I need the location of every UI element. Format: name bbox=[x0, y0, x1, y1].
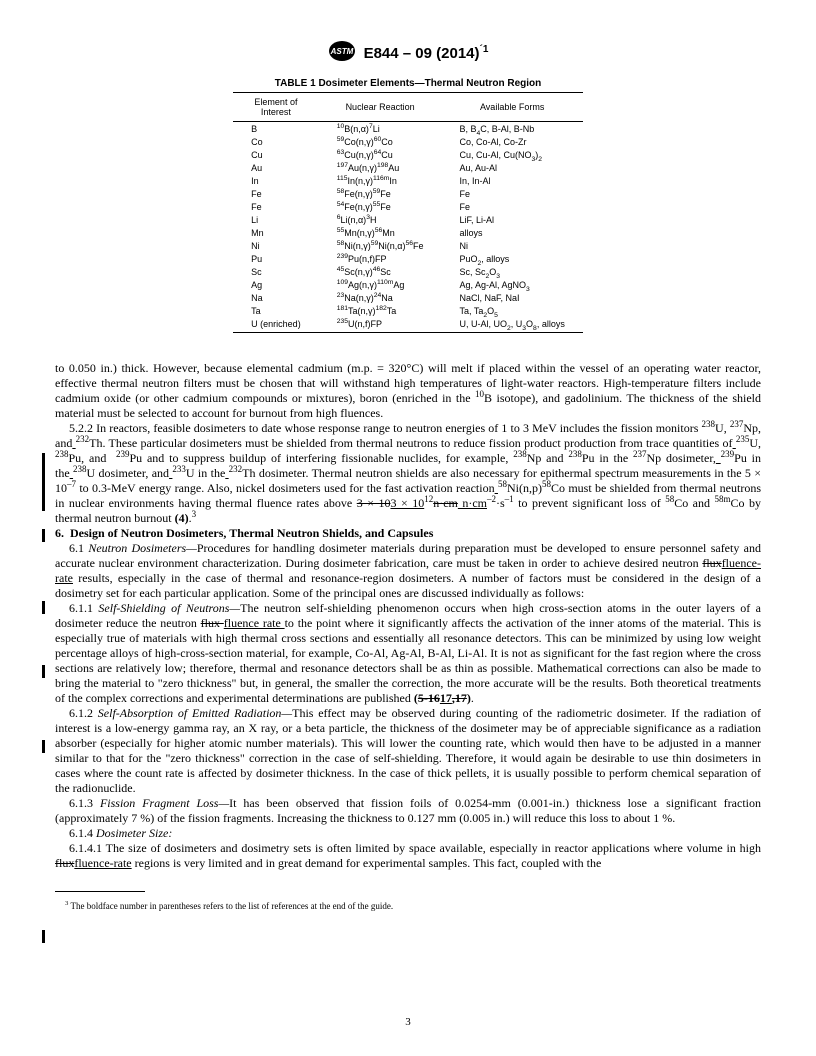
table-row: Pu239Pu(n,f)FPPuO2, alloys bbox=[233, 252, 583, 265]
change-bar bbox=[42, 453, 45, 511]
table-cell: 239Pu(n,f)FP bbox=[319, 252, 442, 265]
para-6-1-1: 6.1.1 Self-Shielding of Neutrons—The neu… bbox=[55, 601, 761, 706]
section-6-title: 6. Design of Neutron Dosimeters, Thermal… bbox=[55, 526, 761, 541]
change-bar bbox=[42, 665, 45, 678]
para-6-1-4: 6.1.4 Dosimeter Size: bbox=[55, 826, 761, 841]
table-cell: Fe bbox=[233, 200, 319, 213]
footnote-separator bbox=[55, 891, 145, 892]
table-row: Ta181Ta(n,γ)182TaTa, Ta2O5 bbox=[233, 304, 583, 317]
table-cell: Fe bbox=[441, 187, 582, 200]
table-row: In115In(n,γ)116mInIn, In-Al bbox=[233, 174, 583, 187]
table-row: B10B(n,α)7LiB, B4C, B-Al, B-Nb bbox=[233, 122, 583, 136]
table-cell: 58Ni(n,γ)59Ni(n,α)56Fe bbox=[319, 239, 442, 252]
table-cell: Pu bbox=[233, 252, 319, 265]
elements-table: Element ofInterestNuclear ReactionAvaila… bbox=[233, 92, 583, 333]
table-row: Au197Au(n,γ)198AuAu, Au-Al bbox=[233, 161, 583, 174]
table-row: Na23Na(n,γ)24NaNaCl, NaF, NaI bbox=[233, 291, 583, 304]
change-bar bbox=[42, 930, 45, 943]
table-cell: 197Au(n,γ)198Au bbox=[319, 161, 442, 174]
table-cell: Au bbox=[233, 161, 319, 174]
table-cell: NaCl, NaF, NaI bbox=[441, 291, 582, 304]
table-cell: PuO2, alloys bbox=[441, 252, 582, 265]
doc-header: ASTM E844 – 09 (2014)´1 bbox=[55, 40, 761, 66]
table-title: TABLE 1 Dosimeter Elements—Thermal Neutr… bbox=[55, 78, 761, 89]
table-row: Li6Li(n,α)3HLiF, Li-Al bbox=[233, 213, 583, 226]
table-cell: Fe bbox=[233, 187, 319, 200]
para-6-1-3: 6.1.3 Fission Fragment Loss—It has been … bbox=[55, 796, 761, 826]
para-6-1: 6.1 Neutron Dosimeters—Procedures for ha… bbox=[55, 541, 761, 601]
table-cell: 181Ta(n,γ)182Ta bbox=[319, 304, 442, 317]
table-cell: 109Ag(n,γ)110mAg bbox=[319, 278, 442, 291]
table-cell: 58Fe(n,γ)59Fe bbox=[319, 187, 442, 200]
table-row: Mn55Mn(n,γ)56Mnalloys bbox=[233, 226, 583, 239]
table-row: Co59Co(n,γ)60CoCo, Co-Al, Co-Zr bbox=[233, 135, 583, 148]
doc-number: E844 – 09 (2014)´1 bbox=[364, 45, 489, 62]
astm-logo-icon: ASTM bbox=[328, 40, 356, 66]
table-cell: U, U-Al, UO2, U3O8, alloys bbox=[441, 317, 582, 332]
table-cell: 59Co(n,γ)60Co bbox=[319, 135, 442, 148]
body-text: to 0.050 in.) thick. However, because el… bbox=[55, 361, 761, 871]
table-header: Element ofInterest bbox=[233, 93, 319, 122]
change-bar bbox=[42, 601, 45, 614]
table-cell: 235U(n,f)FP bbox=[319, 317, 442, 332]
table-header: Available Forms bbox=[441, 93, 582, 122]
para-5-2-2: 5.2.2 In reactors, feasible dosimeters t… bbox=[55, 421, 761, 526]
table-row: Sc45Sc(n,γ)46ScSc, Sc2O3 bbox=[233, 265, 583, 278]
table-cell: U (enriched) bbox=[233, 317, 319, 332]
change-bar bbox=[42, 740, 45, 753]
svg-text:ASTM: ASTM bbox=[329, 47, 353, 56]
table-cell: Sc, Sc2O3 bbox=[441, 265, 582, 278]
table-cell: Sc bbox=[233, 265, 319, 278]
change-bar bbox=[42, 529, 45, 542]
table-row: Fe58Fe(n,γ)59FeFe bbox=[233, 187, 583, 200]
table-cell: LiF, Li-Al bbox=[441, 213, 582, 226]
table-header: Nuclear Reaction bbox=[319, 93, 442, 122]
para-5-2-1-cont: to 0.050 in.) thick. However, because el… bbox=[55, 361, 761, 421]
table-row: Ag109Ag(n,γ)110mAgAg, Ag-Al, AgNO3 bbox=[233, 278, 583, 291]
table-row: Cu63Cu(n,γ)64CuCu, Cu-Al, Cu(NO3)2 bbox=[233, 148, 583, 161]
table-cell: Cu bbox=[233, 148, 319, 161]
para-6-1-2: 6.1.2 Self-Absorption of Emitted Radiati… bbox=[55, 706, 761, 796]
table-cell: 54Fe(n,γ)55Fe bbox=[319, 200, 442, 213]
para-6-1-4-1: 6.1.4.1 The size of dosimeters and dosim… bbox=[55, 841, 761, 871]
table-cell: 45Sc(n,γ)46Sc bbox=[319, 265, 442, 278]
table-cell: Na bbox=[233, 291, 319, 304]
table-cell: Fe bbox=[441, 200, 582, 213]
table-cell: In, In-Al bbox=[441, 174, 582, 187]
table-cell: Ta, Ta2O5 bbox=[441, 304, 582, 317]
table-cell: 115In(n,γ)116mIn bbox=[319, 174, 442, 187]
table-cell: Mn bbox=[233, 226, 319, 239]
table-row: Fe54Fe(n,γ)55FeFe bbox=[233, 200, 583, 213]
table-cell: B bbox=[233, 122, 319, 136]
table-cell: Ag, Ag-Al, AgNO3 bbox=[441, 278, 582, 291]
table-cell: Li bbox=[233, 213, 319, 226]
table-cell: Ni bbox=[233, 239, 319, 252]
table-cell: Ag bbox=[233, 278, 319, 291]
page-number: 3 bbox=[0, 1016, 816, 1028]
table-cell: In bbox=[233, 174, 319, 187]
table-cell: alloys bbox=[441, 226, 582, 239]
table-cell: B, B4C, B-Al, B-Nb bbox=[441, 122, 582, 136]
table-cell: 10B(n,α)7Li bbox=[319, 122, 442, 136]
table-cell: 63Cu(n,γ)64Cu bbox=[319, 148, 442, 161]
table-cell: 6Li(n,α)3H bbox=[319, 213, 442, 226]
table-cell: Cu, Cu-Al, Cu(NO3)2 bbox=[441, 148, 582, 161]
footnote-3: 3 The boldface number in parentheses ref… bbox=[55, 901, 761, 911]
table-cell: 55Mn(n,γ)56Mn bbox=[319, 226, 442, 239]
table-cell: Co, Co-Al, Co-Zr bbox=[441, 135, 582, 148]
table-cell: Ta bbox=[233, 304, 319, 317]
table-cell: Ni bbox=[441, 239, 582, 252]
table-cell: 23Na(n,γ)24Na bbox=[319, 291, 442, 304]
table-cell: Au, Au-Al bbox=[441, 161, 582, 174]
table-row: Ni58Ni(n,γ)59Ni(n,α)56FeNi bbox=[233, 239, 583, 252]
table-cell: Co bbox=[233, 135, 319, 148]
table-row: U (enriched)235U(n,f)FPU, U-Al, UO2, U3O… bbox=[233, 317, 583, 332]
